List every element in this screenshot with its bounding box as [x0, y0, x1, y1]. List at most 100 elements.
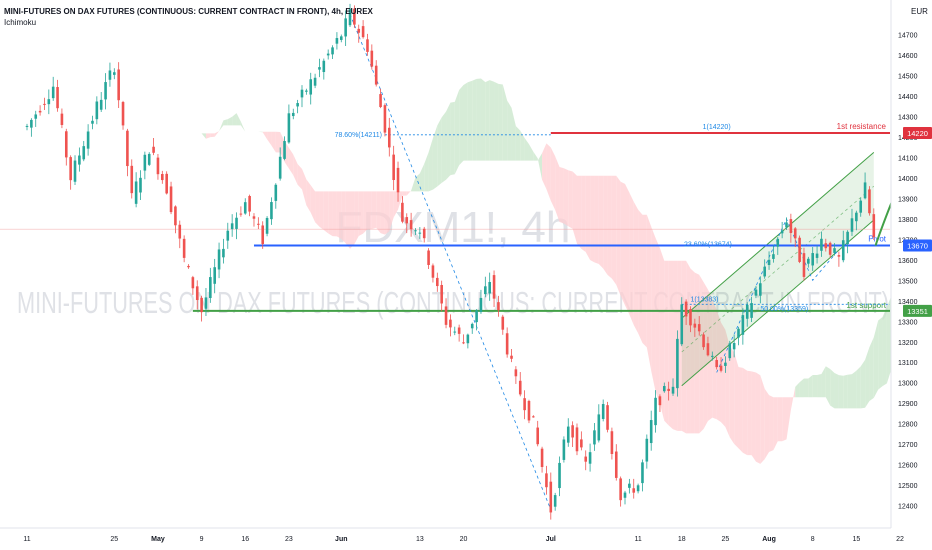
- cloud-segment: [572, 171, 577, 244]
- candle-body: [737, 328, 740, 338]
- candle-body: [300, 89, 304, 98]
- candle-body: [841, 240, 845, 261]
- candle-body: [169, 186, 173, 213]
- candle-body: [719, 365, 723, 371]
- candle-body: [780, 230, 784, 234]
- candle-body: [38, 110, 42, 113]
- candle-body: [165, 173, 168, 194]
- candle-body: [257, 223, 260, 225]
- cloud-segment: [319, 191, 324, 231]
- candle-body: [113, 72, 116, 75]
- support-price-tag-axis-text: 13351: [907, 307, 928, 316]
- candle-body: [466, 334, 470, 344]
- candle-body: [43, 103, 46, 105]
- cloud-segment: [472, 78, 477, 161]
- cloud-segment: [467, 80, 473, 161]
- candle-body: [134, 181, 138, 204]
- candle-body: [649, 420, 653, 444]
- candle-body: [418, 232, 422, 234]
- candle-body: [235, 217, 238, 229]
- candle-body: [291, 112, 295, 117]
- cloud-segment: [633, 201, 639, 334]
- cloud-segment: [755, 372, 761, 464]
- fib-swing-path: [716, 217, 840, 373]
- cloud-segment: [459, 84, 464, 166]
- candle-body: [667, 388, 670, 391]
- fib-ext-label: 1(14220): [703, 124, 731, 131]
- candle-body: [759, 283, 762, 296]
- candlesticks: [25, 3, 876, 520]
- cloud-segment: [782, 397, 787, 442]
- cloud-segment: [629, 192, 634, 326]
- x-tick-label: 22: [896, 536, 904, 543]
- cloud-segment: [507, 100, 512, 161]
- cloud-segment: [297, 164, 302, 190]
- candle-body: [392, 154, 395, 181]
- cloud-segment: [659, 248, 665, 421]
- cloud-segment: [336, 191, 342, 239]
- candle-body: [588, 452, 592, 464]
- cloud-segment: [651, 226, 656, 392]
- x-tick-label: 9: [200, 536, 204, 543]
- cloud-segment: [598, 175, 604, 269]
- candle-body: [152, 146, 155, 153]
- cloud-segment: [707, 289, 713, 421]
- candle-body: [741, 315, 745, 335]
- candle-body: [261, 225, 265, 245]
- cloud-segment: [236, 113, 241, 126]
- candle-body: [322, 60, 326, 73]
- cloud-segment: [306, 179, 311, 213]
- y-tick-label: 14000: [898, 176, 918, 183]
- candle-body: [846, 231, 849, 245]
- candle-body: [104, 82, 107, 100]
- chart-title: MINI-FUTURES ON DAX FUTURES (CONTINUOUS:…: [4, 7, 373, 16]
- cloud-segment: [301, 168, 307, 206]
- candle-body: [91, 120, 94, 124]
- cloud-segment: [886, 295, 892, 384]
- y-tick-label: 14600: [898, 53, 918, 60]
- indicator-label: Ichimoku: [4, 18, 37, 27]
- candle-body: [754, 289, 758, 296]
- candle-body: [436, 277, 439, 287]
- cloud-segment: [219, 120, 224, 132]
- cloud-segment: [310, 185, 316, 223]
- cloud-segment: [454, 90, 460, 175]
- cloud-segment: [205, 133, 211, 139]
- y-tick-label: 12900: [898, 401, 918, 408]
- candle-body: [117, 69, 120, 101]
- cloud-segment: [865, 347, 870, 408]
- candle-body: [379, 94, 382, 108]
- candle-body: [108, 70, 112, 80]
- cloud-segment: [345, 191, 351, 249]
- cloud-segment: [227, 116, 233, 126]
- candle-body: [693, 323, 697, 328]
- cloud-segment: [502, 84, 508, 161]
- candle-body: [601, 404, 605, 419]
- candle-body: [484, 286, 487, 295]
- cloud-segment: [485, 80, 490, 161]
- candle-body: [309, 79, 313, 95]
- candle-body: [86, 131, 90, 149]
- candle-body: [532, 416, 535, 418]
- candle-body: [335, 38, 339, 44]
- cloud-segment: [581, 175, 586, 253]
- candle-body: [191, 277, 195, 289]
- candle-body: [370, 50, 374, 67]
- cloud-segment: [494, 81, 499, 161]
- resistance-label: 1st resistance: [837, 122, 887, 131]
- cloud-segment: [716, 309, 722, 423]
- candle-body: [623, 492, 627, 498]
- candle-body: [348, 9, 352, 26]
- x-tick-label: 18: [678, 536, 686, 543]
- candle-body: [654, 397, 657, 426]
- cloud-segment: [559, 166, 564, 224]
- candle-body: [824, 243, 828, 249]
- cloud-segment: [398, 191, 403, 210]
- cloud-segment: [734, 352, 739, 449]
- cloud-segment: [777, 397, 783, 442]
- cloud-segment: [594, 175, 599, 264]
- y-tick-label: 13800: [898, 217, 918, 224]
- candle-body: [60, 113, 64, 125]
- cloud-segment: [738, 367, 743, 453]
